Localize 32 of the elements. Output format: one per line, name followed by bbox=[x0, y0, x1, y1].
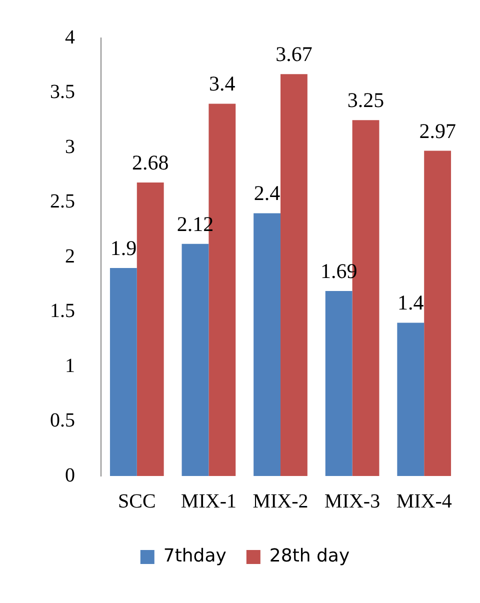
data-label: 2.97 bbox=[419, 118, 456, 143]
y-tick-label: 0 bbox=[65, 464, 75, 486]
y-tick-label: 0.5 bbox=[50, 410, 75, 432]
data-label: 2.68 bbox=[132, 150, 169, 175]
legend-label: 7thday bbox=[163, 546, 227, 567]
y-tick-label: 1 bbox=[65, 354, 75, 377]
bar bbox=[110, 268, 137, 476]
y-tick-label: 2.5 bbox=[50, 190, 75, 212]
bar bbox=[397, 322, 424, 476]
bar bbox=[136, 182, 164, 476]
bar bbox=[424, 150, 452, 476]
bar bbox=[280, 74, 308, 476]
data-label: 2.4 bbox=[254, 181, 281, 206]
y-tick-label: 3 bbox=[65, 136, 75, 158]
bar bbox=[254, 213, 280, 476]
bar bbox=[182, 244, 209, 476]
data-label: 3.4 bbox=[209, 72, 236, 96]
data-label: 1.9 bbox=[110, 236, 137, 260]
x-tick-label: MIX-1 bbox=[180, 490, 236, 512]
y-tick-label: 4 bbox=[65, 26, 75, 48]
x-tick-label: MIX-3 bbox=[324, 490, 380, 512]
y-tick-label: 3.5 bbox=[50, 81, 75, 103]
data-label: 1.4 bbox=[398, 290, 424, 315]
x-tick-label: SCC bbox=[118, 490, 156, 512]
bar bbox=[325, 290, 352, 476]
x-tick-label: MIX-2 bbox=[252, 490, 308, 512]
y-tick-label: 2 bbox=[65, 245, 75, 268]
legend-label: 28th day bbox=[269, 546, 350, 567]
data-label: 3.25 bbox=[347, 88, 384, 112]
y-tick-label: 1.5 bbox=[50, 300, 75, 322]
x-tick-label: MIX-4 bbox=[396, 490, 452, 512]
data-label: 3.67 bbox=[276, 42, 312, 66]
